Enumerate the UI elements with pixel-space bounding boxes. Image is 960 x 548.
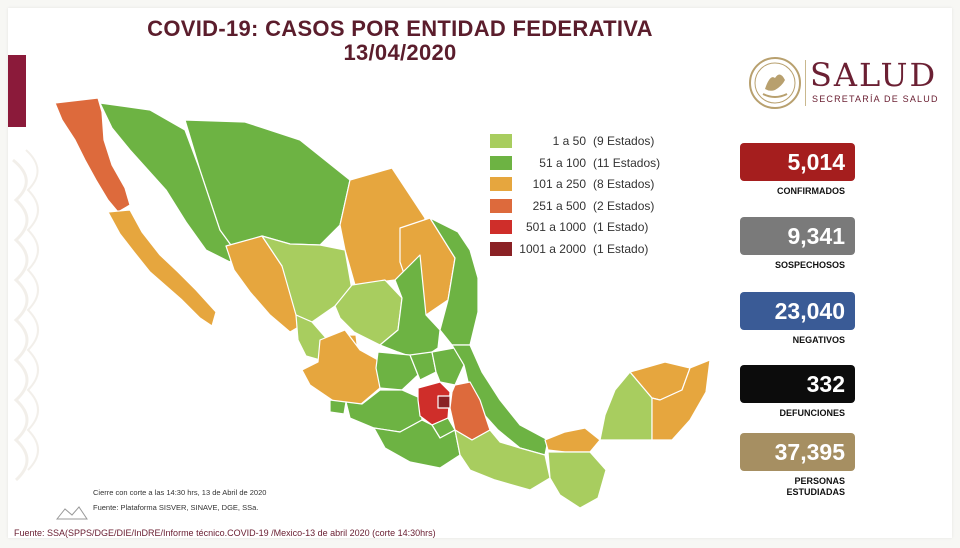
mexican-eagle-seal-icon <box>749 57 801 109</box>
legend-swatch <box>490 177 512 192</box>
state-oaxaca <box>454 429 551 491</box>
legend-range: 51 a 100 <box>539 155 586 170</box>
state-tabasco <box>544 427 601 453</box>
legend-count: (2 Estados) <box>593 198 655 213</box>
legend-range: 1 a 50 <box>552 134 586 148</box>
stat-label: CONFIRMADOS <box>777 186 845 196</box>
background-pattern <box>12 149 39 482</box>
legend-item: 1 a 50 (9 Estados) <box>490 131 690 153</box>
legend-range: 251 a 500 <box>532 198 586 213</box>
legend-count: (11 Estados) <box>593 155 661 170</box>
stat-value: 332 <box>740 365 855 403</box>
map-legend: 1 a 50 (9 Estados) 51 a 100 (11 Estados)… <box>490 131 690 261</box>
pyramid-icon <box>55 506 88 520</box>
logo-divider <box>805 60 806 106</box>
legend-range: 1001 a 2000 <box>519 241 586 256</box>
state-sonora <box>99 102 237 263</box>
legend-range: 501 a 1000 <box>525 220 586 235</box>
legend-swatch <box>490 134 512 148</box>
legend-swatch <box>490 198 512 213</box>
stat-negativos: 23,040 NEGATIVOS <box>740 292 855 346</box>
stat-label: NEGATIVOS <box>792 335 845 345</box>
legend-item: 101 a 250 (8 Estados) <box>490 174 690 196</box>
stat-confirmados: 5,014 CONFIRMADOS <box>740 143 855 197</box>
state-colima <box>329 399 347 415</box>
legend-item: 51 a 100 (11 Estados) <box>490 153 690 175</box>
stat-label: PERSONAS ESTUDIADAS <box>786 476 845 497</box>
state-quintana-roo <box>651 359 711 441</box>
legend-item: 1001 a 2000 (1 Estado) <box>490 239 690 261</box>
state-ciudad-de-mexico <box>437 395 451 409</box>
stat-value: 9,341 <box>740 217 855 255</box>
stat-defunciones: 332 DEFUNCIONES <box>740 365 855 419</box>
accent-bar <box>8 55 26 127</box>
legend-count: (9 Estados) <box>593 134 655 148</box>
stat-personas-estudiadas: 37,395 PERSONAS ESTUDIADAS <box>740 433 855 498</box>
logo-subtitle: SECRETARÍA DE SALUD <box>812 94 939 104</box>
source-line: Fuente: SSA(SPPS/DGE/DIE/InDRE/Informe t… <box>14 528 436 538</box>
legend-swatch <box>490 155 512 170</box>
legend-count: (1 Estado) <box>593 241 649 256</box>
stat-label: SOSPECHOSOS <box>774 260 845 270</box>
footnote-platform: Fuente: Plataforma SISVER, SINAVE, DGE, … <box>93 503 259 512</box>
state-baja-california <box>54 97 131 213</box>
legend-range: 101 a 250 <box>532 177 586 192</box>
mexico-map <box>54 97 711 509</box>
stat-label: DEFUNCIONES <box>779 408 845 418</box>
legend-swatch <box>490 220 512 235</box>
legend-swatch <box>490 241 512 256</box>
page-date: 13/04/2020 <box>343 40 457 65</box>
legend-item: 251 a 500 (2 Estados) <box>490 196 690 218</box>
footnote-cutoff: Cierre con corte a las 14:30 hrs, 13 de … <box>93 488 267 497</box>
page-title: COVID-19: CASOS POR ENTIDAD FEDERATIVA <box>147 16 653 41</box>
stat-value: 23,040 <box>740 292 855 330</box>
stat-value: 5,014 <box>740 143 855 181</box>
legend-count: (8 Estados) <box>593 177 655 192</box>
legend-item: 501 a 1000 (1 Estado) <box>490 217 690 239</box>
salud-logo: SALUD SECRETARÍA DE SALUD <box>748 56 948 110</box>
stat-value: 37,395 <box>740 433 855 471</box>
state-baja-california-sur <box>107 209 217 327</box>
legend-count: (1 Estado) <box>593 220 649 235</box>
state-chiapas <box>547 451 607 509</box>
stat-sospechosos: 9,341 SOSPECHOSOS <box>740 217 855 271</box>
logo-name: SALUD <box>810 56 938 94</box>
